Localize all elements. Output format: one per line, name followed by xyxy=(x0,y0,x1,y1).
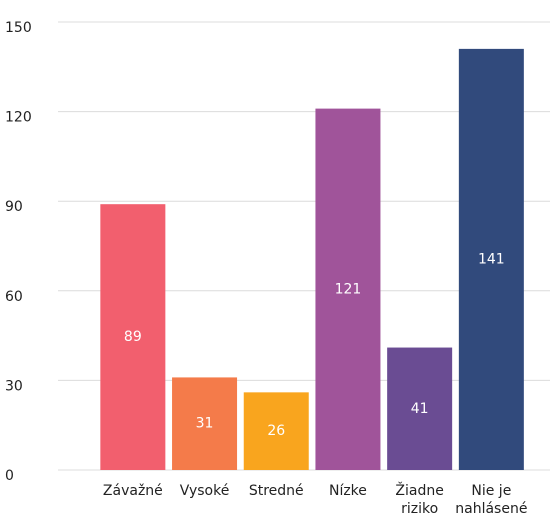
y-tick-label: 150 xyxy=(5,20,32,36)
y-tick-label: 90 xyxy=(5,199,23,215)
y-tick-label: 30 xyxy=(5,378,23,394)
y-tick-label: 60 xyxy=(5,289,23,305)
bar xyxy=(172,377,238,470)
y-tick-label: 120 xyxy=(5,110,32,126)
y-tick-label: 0 xyxy=(5,468,14,484)
bar xyxy=(100,204,166,471)
value-label: 141 xyxy=(478,251,505,267)
x-tick-label: Závažné xyxy=(102,483,163,499)
x-tick-label: Žiadne riziko xyxy=(395,483,444,517)
x-tick-label: Nízke xyxy=(328,483,367,499)
value-label: 26 xyxy=(267,423,285,439)
bar xyxy=(458,48,524,470)
value-label: 89 xyxy=(124,329,142,345)
x-tick-label: Stredné xyxy=(248,483,304,499)
value-label: 121 xyxy=(335,281,362,297)
value-label: 41 xyxy=(411,401,429,417)
bar xyxy=(315,108,381,470)
value-label: 31 xyxy=(196,416,214,432)
x-tick-label: Vysoké xyxy=(179,483,230,499)
bar xyxy=(243,392,309,470)
bar xyxy=(387,347,453,470)
x-tick-label: Nie je nahlásené xyxy=(455,483,528,517)
